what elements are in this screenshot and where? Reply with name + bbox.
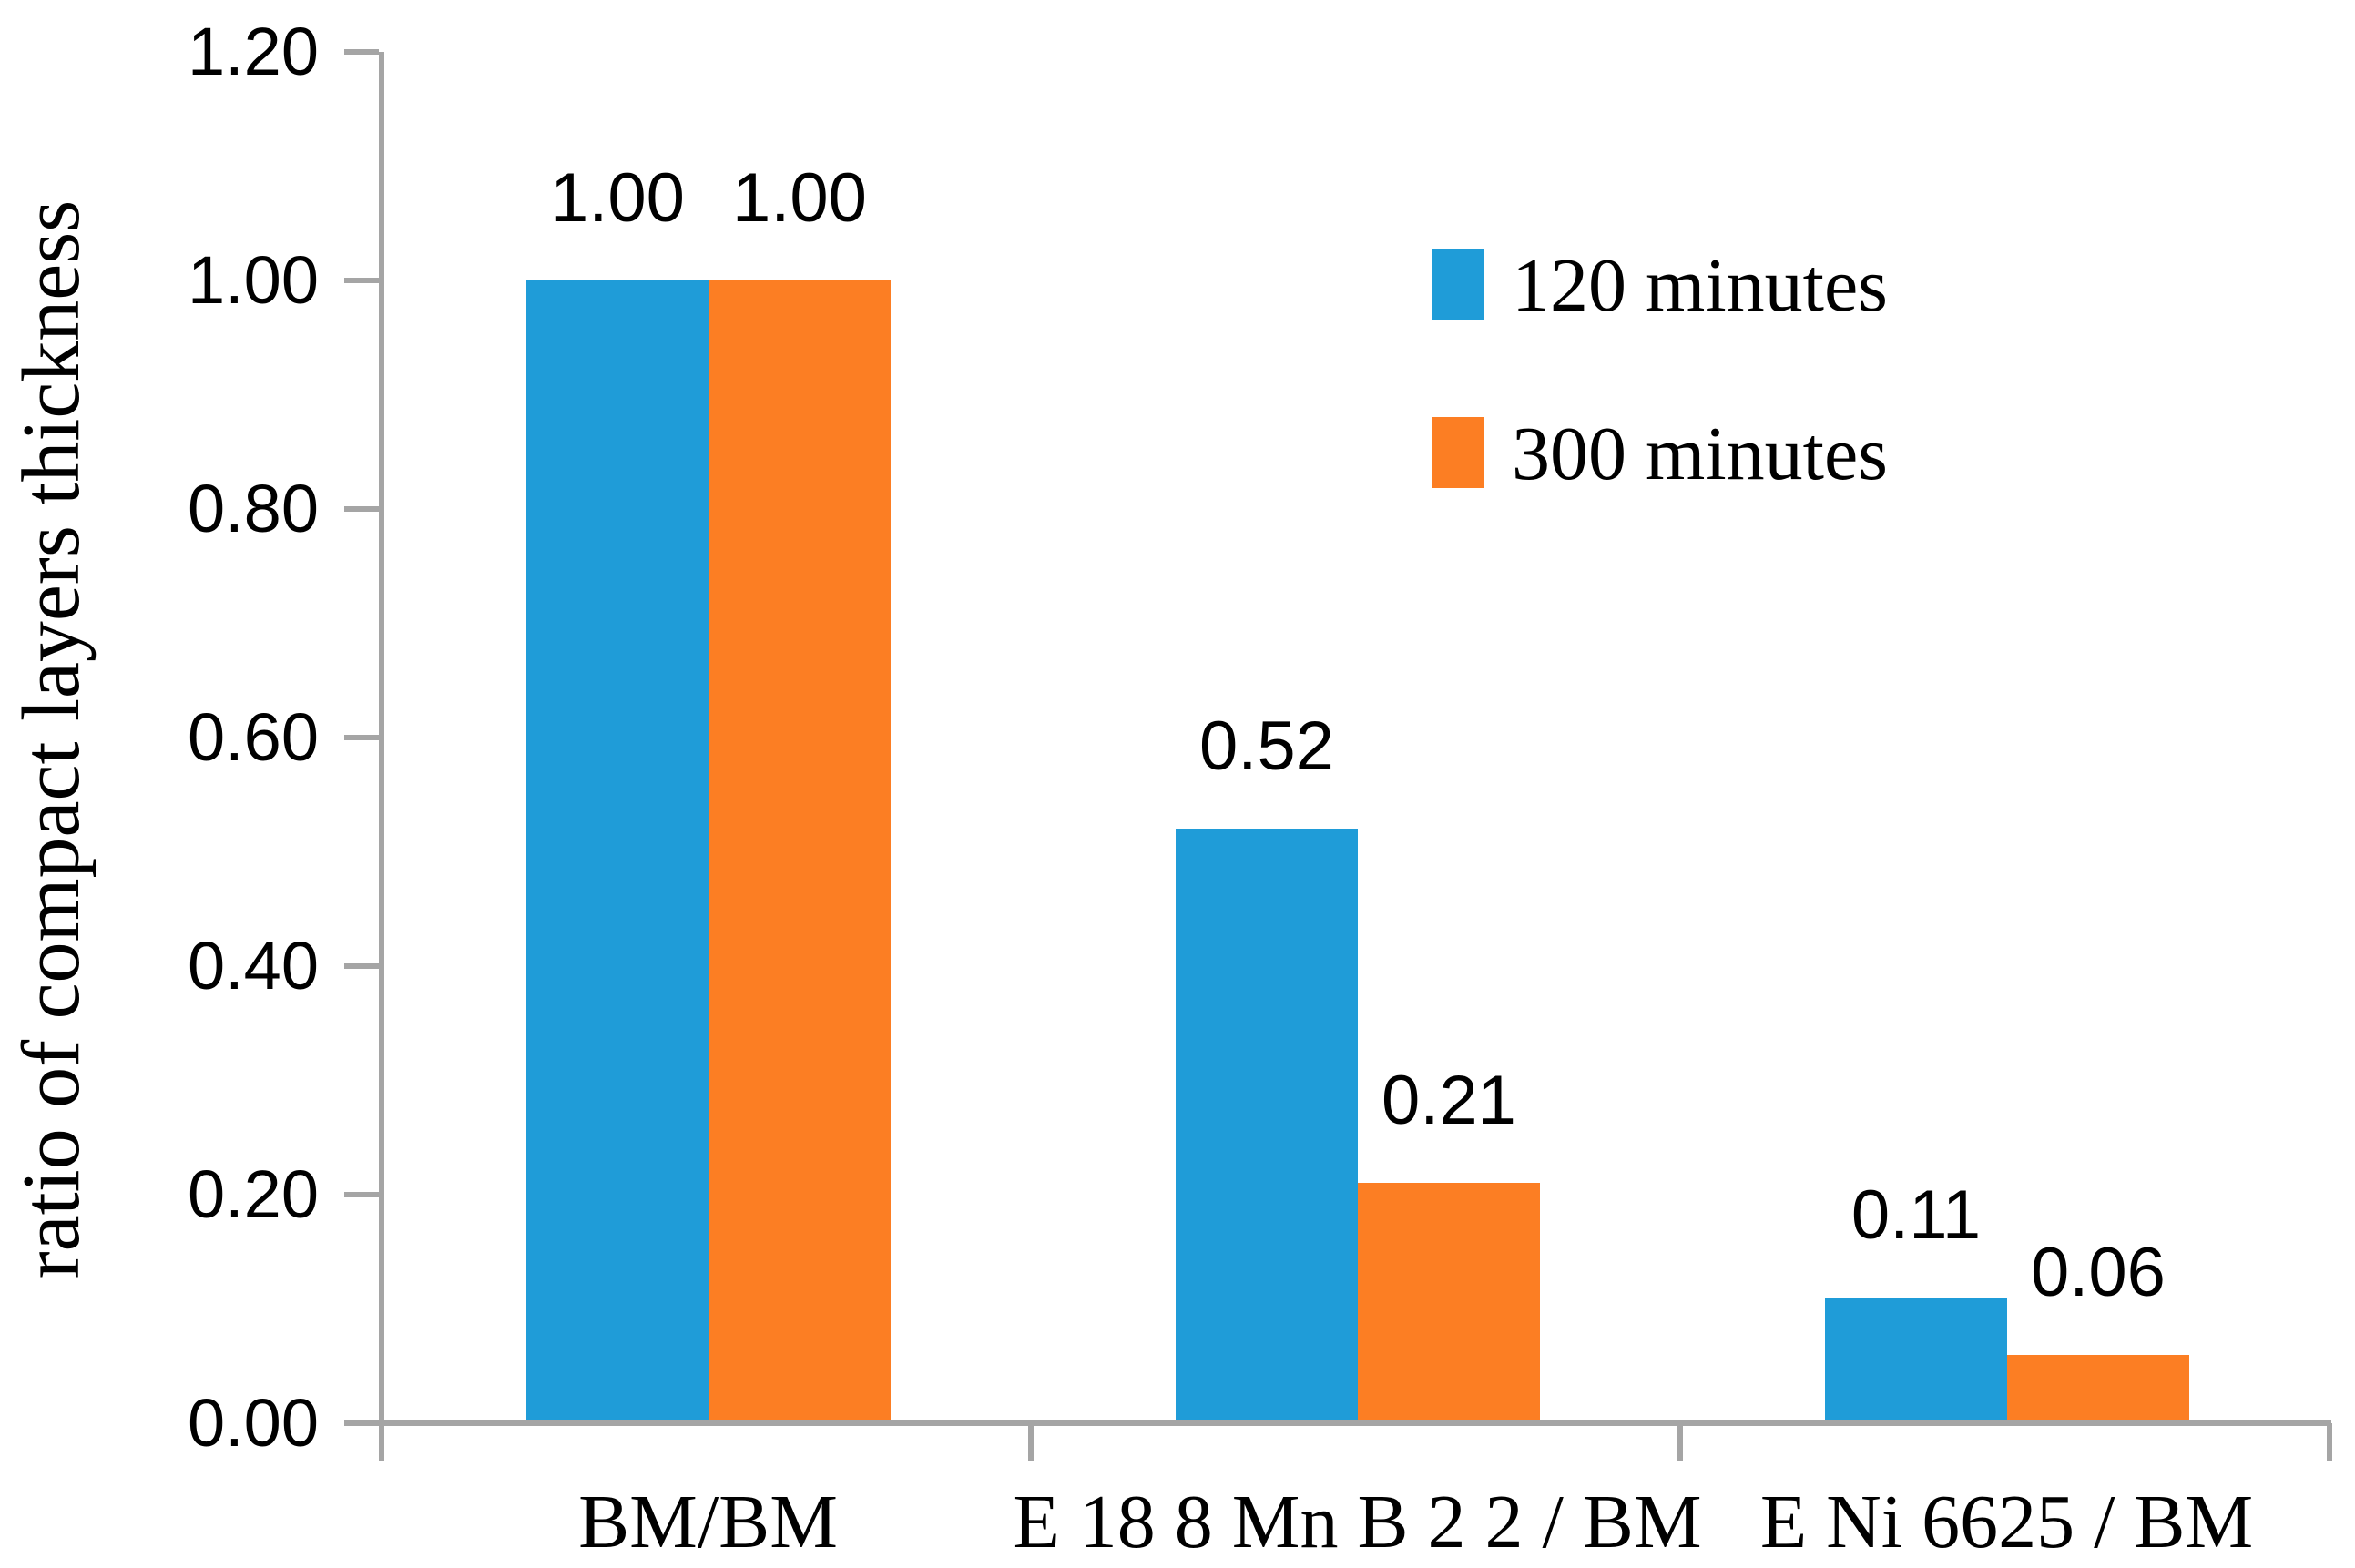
y-tick-mark <box>344 49 379 55</box>
bar <box>2007 1355 2189 1423</box>
y-tick-label: 0.20 <box>64 1154 319 1236</box>
y-tick-label: 0.80 <box>64 468 319 550</box>
bar <box>1358 1183 1540 1423</box>
y-tick-label: 1.20 <box>64 11 319 93</box>
y-tick-mark <box>344 735 379 740</box>
bar-value-label: 0.06 <box>1943 1232 2253 1314</box>
y-tick-mark <box>344 506 379 512</box>
legend-label: 300 minutes <box>1512 415 1888 494</box>
y-tick-mark <box>344 1192 379 1197</box>
bar <box>1825 1298 2007 1423</box>
bar-value-label: 0.21 <box>1294 1060 1604 1142</box>
bar <box>526 280 709 1423</box>
x-tick-mark <box>1677 1423 1683 1461</box>
y-tick-mark <box>344 1420 379 1426</box>
y-tick-label: 1.00 <box>64 239 319 321</box>
bar-value-label: 1.00 <box>645 158 954 239</box>
y-tick-label: 0.40 <box>64 925 319 1007</box>
y-tick-label: 0.60 <box>64 697 319 779</box>
x-axis-line <box>379 1420 2331 1426</box>
x-category-label: E Ni 6625 / BM <box>1588 1477 2355 1568</box>
x-tick-mark <box>1028 1423 1034 1461</box>
y-tick-label: 0.00 <box>64 1382 319 1464</box>
bar-value-label: 0.52 <box>1112 706 1422 788</box>
y-axis-line <box>379 52 384 1423</box>
y-tick-mark <box>344 963 379 969</box>
legend-swatch <box>1432 249 1484 320</box>
bar <box>709 280 891 1423</box>
x-tick-mark <box>2327 1423 2332 1461</box>
y-tick-mark <box>344 278 379 283</box>
legend-swatch <box>1432 417 1484 488</box>
x-tick-mark <box>379 1423 384 1461</box>
legend-label: 120 minutes <box>1512 247 1888 325</box>
